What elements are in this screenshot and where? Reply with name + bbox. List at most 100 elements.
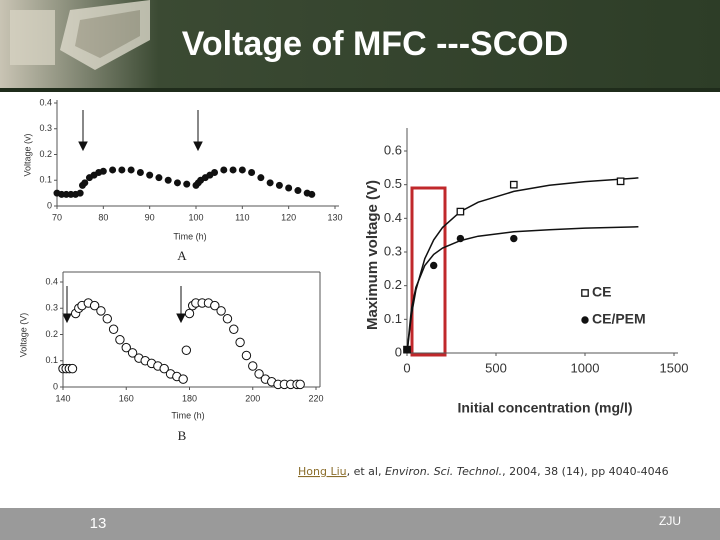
data-point xyxy=(216,306,226,316)
data-point xyxy=(146,171,154,179)
citation-text: , et al, xyxy=(347,465,385,478)
legend-marker xyxy=(581,289,589,297)
data-point xyxy=(266,179,274,187)
y-tick-label: 0.1 xyxy=(45,355,58,365)
y-tick-label: 0 xyxy=(47,200,52,210)
y-axis-label: Maximum voltage (V) xyxy=(364,180,381,330)
footer-org: ZJU xyxy=(659,514,681,528)
x-axis-label: Initial concentration (mg/l) xyxy=(457,400,632,416)
data-point xyxy=(238,166,246,174)
data-point xyxy=(510,234,518,243)
x-tick-label: 220 xyxy=(308,393,323,403)
panel-label: A xyxy=(177,248,187,263)
citation-text: , 2004, 38 (14), pp 4040-4046 xyxy=(502,465,668,478)
x-tick-label: 80 xyxy=(98,212,108,222)
x-tick-label: 140 xyxy=(55,393,70,403)
data-point xyxy=(173,179,181,187)
data-point xyxy=(183,180,191,188)
x-tick-label: 100 xyxy=(188,212,203,222)
x-tick-label: 500 xyxy=(485,360,507,375)
data-point xyxy=(403,345,411,354)
x-tick-label: 200 xyxy=(245,393,260,403)
data-point xyxy=(89,300,100,311)
y-tick-label: 0.2 xyxy=(45,329,58,339)
y-tick-label: 0.6 xyxy=(384,142,402,157)
data-point xyxy=(127,348,138,358)
slide-title: Voltage of MFC ---SCOD xyxy=(182,25,569,63)
data-point xyxy=(96,306,106,316)
data-point xyxy=(456,234,465,243)
data-point xyxy=(295,379,305,390)
data-point xyxy=(136,169,144,177)
data-point xyxy=(509,180,518,189)
y-axis-label: Voltage (v) xyxy=(22,133,32,176)
x-tick-label: 0 xyxy=(403,360,410,375)
x-axis-label: Time (h) xyxy=(171,410,204,420)
citation-author[interactable]: Hong Liu xyxy=(298,465,347,478)
data-point xyxy=(118,166,126,174)
data-point xyxy=(229,166,237,174)
legend-label: CE/PEM xyxy=(592,311,646,327)
panel-label: B xyxy=(178,428,187,443)
data-point xyxy=(108,324,119,334)
fit-line xyxy=(406,226,639,354)
footer-bar xyxy=(0,508,720,540)
data-point xyxy=(159,363,169,374)
y-tick-label: 0 xyxy=(395,344,402,359)
y-tick-label: 0.1 xyxy=(384,311,402,326)
page-number: 13 xyxy=(90,515,107,532)
y-tick-label: 0.5 xyxy=(384,176,402,191)
y-tick-label: 0.3 xyxy=(384,243,402,258)
data-point xyxy=(76,189,84,197)
data-point xyxy=(81,179,89,187)
x-axis-label: Time (h) xyxy=(173,231,206,241)
data-point xyxy=(285,184,293,192)
x-tick-label: 70 xyxy=(52,212,62,222)
y-tick-label: 0.4 xyxy=(384,210,402,225)
citation-journal: Environ. Sci. Technol. xyxy=(385,465,502,478)
data-point xyxy=(102,314,112,324)
citation: Hong Liu, et al, Environ. Sci. Technol.,… xyxy=(298,465,669,478)
x-tick-label: 1000 xyxy=(571,360,600,375)
data-point xyxy=(257,174,265,182)
keyboard-graphic xyxy=(10,0,150,70)
y-tick-label: 0.3 xyxy=(39,123,52,133)
y-tick-label: 0.4 xyxy=(45,276,58,286)
legend-label: CE xyxy=(592,284,611,300)
data-point xyxy=(275,181,283,189)
data-point xyxy=(181,345,192,355)
data-point xyxy=(430,261,438,270)
data-point xyxy=(211,169,219,177)
x-tick-label: 130 xyxy=(327,212,342,222)
data-point xyxy=(99,167,107,175)
x-tick-label: 180 xyxy=(182,393,197,403)
data-point xyxy=(235,337,245,348)
data-point xyxy=(229,324,239,334)
data-point xyxy=(248,169,256,177)
data-point xyxy=(456,207,465,216)
data-point xyxy=(616,177,625,186)
y-tick-label: 0.3 xyxy=(45,303,58,313)
data-point xyxy=(184,308,195,319)
data-point xyxy=(308,190,316,198)
y-axis-label: Voltage (V) xyxy=(18,313,28,358)
data-point xyxy=(248,361,258,371)
y-tick-label: 0 xyxy=(53,381,58,391)
data-point xyxy=(254,369,264,379)
x-tick-label: 90 xyxy=(145,212,155,222)
data-point xyxy=(210,300,220,311)
x-tick-label: 120 xyxy=(281,212,296,222)
data-point xyxy=(127,166,135,174)
x-tick-label: 1500 xyxy=(660,360,689,375)
y-tick-label: 0.2 xyxy=(39,149,52,159)
y-tick-label: 0.4 xyxy=(39,97,52,107)
data-point xyxy=(121,342,131,353)
header-rule xyxy=(0,88,720,92)
data-point xyxy=(67,363,78,374)
x-tick-label: 160 xyxy=(119,393,134,403)
y-tick-label: 0.1 xyxy=(39,175,52,185)
data-point xyxy=(178,374,188,384)
y-tick-label: 0.2 xyxy=(384,277,402,292)
data-point xyxy=(115,335,125,345)
